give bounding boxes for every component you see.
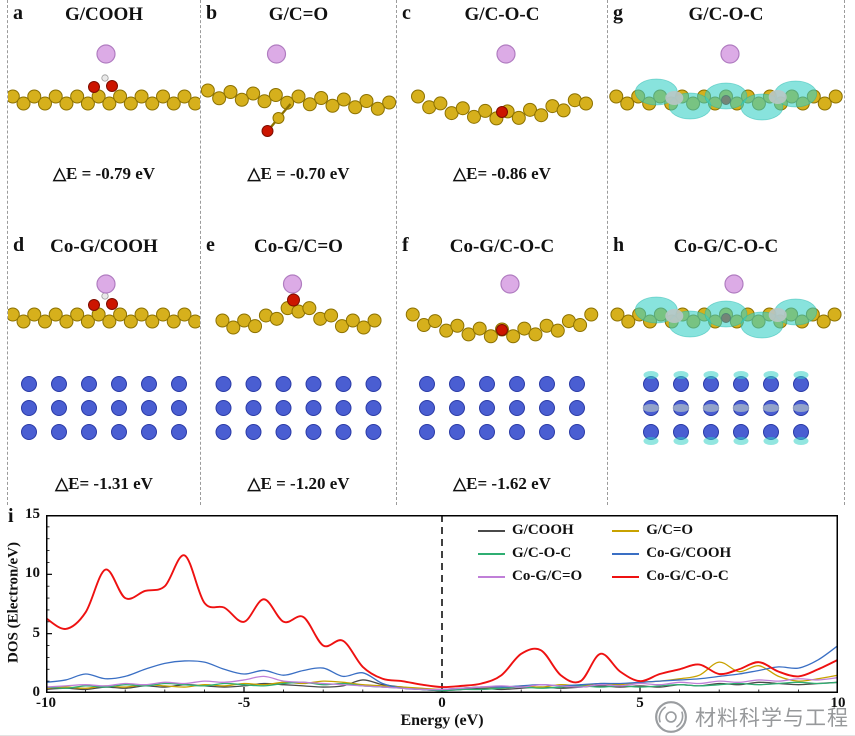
panel-title: Co-G/C-O-C <box>673 236 779 257</box>
y-tick-label: 10 <box>25 565 40 582</box>
y-tick-label: 5 <box>32 624 41 641</box>
legend-swatch <box>478 529 505 532</box>
dos-chart: i DOS (Electron/eV) G/COOH G/C=O G/C-O-C Co… <box>0 505 855 736</box>
legend-swatch <box>478 575 505 578</box>
panel-title: G/C-O-C <box>464 4 540 25</box>
dos-plot <box>46 515 838 693</box>
dos-legend: G/COOH G/C=O G/C-O-C Co-G/COOH Co-G/C=O Co-G/… <box>478 519 731 588</box>
x-tick-label: -5 <box>237 695 251 711</box>
y-axis-label: DOS (Electron/eV) <box>5 542 22 663</box>
x-axis-label: Energy (eV) <box>400 712 484 729</box>
legend-item: Co-G/C=O <box>478 565 582 588</box>
legend-swatch <box>612 575 640 578</box>
panel-title: Co-G/C-O-C <box>449 236 555 257</box>
panel-e: e Co-G/C=O △E = -1.20 eV <box>201 232 396 505</box>
figure-column-3: c G/C-O-C △E= -0.86 eV f Co-G/C-O-C △E= … <box>396 0 607 505</box>
x-tick-label: 0 <box>438 695 446 711</box>
structure-panels-section: a G/COOH △E = -0.79 eV d Co-G/COOH △E= -… <box>7 0 845 505</box>
figure-column-4: g G/C-O-C h Co-G/C-O-C <box>607 0 845 505</box>
legend-label: Co-G/C=O <box>512 568 583 584</box>
panel-letter: f <box>402 234 409 256</box>
panel-f: f Co-G/C-O-C △E= -1.62 eV <box>397 232 607 505</box>
legend-item: G/COOH <box>478 519 582 542</box>
legend-label: G/COOH <box>512 522 574 538</box>
panel-letter: c <box>402 2 411 24</box>
legend-label: Co-G/COOH <box>646 545 732 561</box>
molecular-structure-illustration <box>411 44 593 126</box>
molecular-structure-illustration <box>201 44 396 137</box>
y-tick-label: 15 <box>25 506 40 522</box>
adsorption-energy-label: △E= -1.31 eV <box>55 474 153 493</box>
panel-a: a G/COOH △E = -0.79 eV <box>8 0 200 232</box>
panel-h: h Co-G/C-O-C <box>608 232 844 505</box>
panel-letter: a <box>13 2 23 24</box>
panel-title: Co-G/C=O <box>254 236 343 257</box>
x-tick-label: -10 <box>36 695 56 711</box>
panel-letter: h <box>613 234 625 256</box>
panel-title: G/C=O <box>268 4 329 25</box>
legend-swatch <box>478 552 505 555</box>
y-tick-label: 0 <box>32 684 41 700</box>
x-tick-label: 10 <box>830 695 846 711</box>
figure-column-2: b G/C=O △E = -0.70 eV e Co-G/C=O △E = -1… <box>200 0 396 505</box>
watermark-logo-icon <box>655 701 687 733</box>
watermark: 材料科学与工程 <box>653 699 849 735</box>
molecular-structure-illustration <box>215 274 382 440</box>
panel-title: G/C-O-C <box>688 4 764 25</box>
legend-swatch <box>612 552 640 555</box>
panel-g: g G/C-O-C <box>608 0 844 232</box>
panel-d: d Co-G/COOH △E= -1.31 eV <box>8 232 200 505</box>
panel-letter: g <box>613 2 623 24</box>
figure-column-1: a G/COOH △E = -0.79 eV d Co-G/COOH △E= -… <box>7 0 200 505</box>
legend-label: Co-G/C-O-C <box>646 568 729 584</box>
dos-plot-canvas <box>46 515 838 693</box>
panel-letter: d <box>13 234 25 256</box>
panel-letter: i <box>8 505 14 527</box>
adsorption-energy-label: △E = -0.70 eV <box>247 164 350 183</box>
panel-c: c G/C-O-C △E= -0.86 eV <box>397 0 607 232</box>
molecular-structure-illustration <box>8 274 200 440</box>
adsorption-energy-label: △E = -0.79 eV <box>52 164 156 183</box>
x-tick-label: 5 <box>636 695 644 711</box>
panel-letter: e <box>206 234 215 256</box>
charge-density-illustration <box>609 44 843 121</box>
panel-title: Co-G/COOH <box>50 236 158 257</box>
panel-title: G/COOH <box>64 4 144 25</box>
panel-b: b G/C=O △E = -0.70 eV <box>201 0 396 232</box>
charge-density-illustration <box>610 274 842 445</box>
watermark-text: 材料科学与工程 <box>695 706 849 730</box>
adsorption-energy-label: △E= -1.62 eV <box>453 474 551 493</box>
adsorption-energy-label: △E= -0.86 eV <box>453 164 551 183</box>
panel-letter: b <box>206 2 218 24</box>
adsorption-energy-label: △E = -1.20 eV <box>247 474 350 493</box>
molecular-structure-illustration <box>8 44 200 111</box>
molecular-structure-illustration <box>405 274 599 440</box>
legend-label: G/C=O <box>646 522 694 538</box>
legend-item: Co-G/C-O-C <box>612 565 731 588</box>
legend-item: G/C-O-C <box>478 542 582 565</box>
legend-item: G/C=O <box>612 519 731 542</box>
legend-label: G/C-O-C <box>512 545 572 561</box>
legend-swatch <box>612 529 640 532</box>
legend-item: Co-G/COOH <box>612 542 731 565</box>
